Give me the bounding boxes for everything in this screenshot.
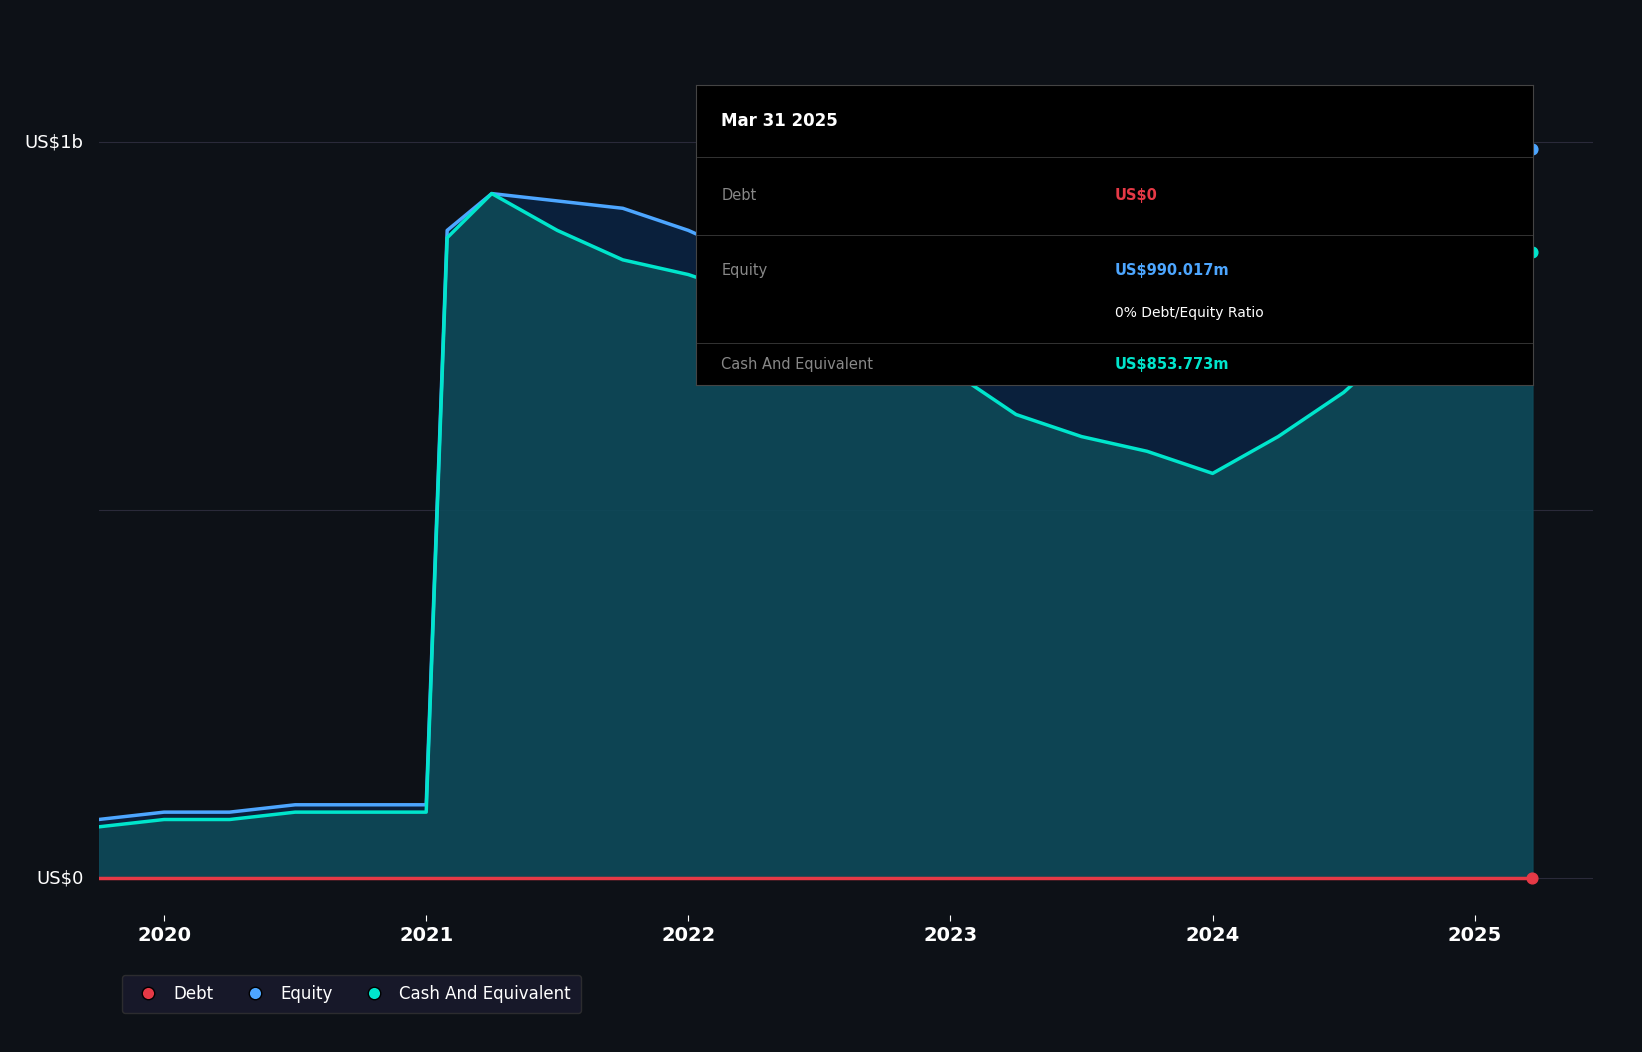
Text: Debt: Debt bbox=[721, 188, 757, 203]
Text: US$0: US$0 bbox=[36, 869, 84, 888]
Text: Equity: Equity bbox=[721, 263, 767, 279]
Point bbox=[1519, 870, 1545, 887]
Point bbox=[1519, 244, 1545, 261]
Point bbox=[1519, 141, 1545, 158]
Text: US$990.017m: US$990.017m bbox=[1115, 263, 1230, 279]
Legend: Debt, Equity, Cash And Equivalent: Debt, Equity, Cash And Equivalent bbox=[122, 975, 581, 1013]
Text: US$0: US$0 bbox=[1115, 188, 1158, 203]
Text: Cash And Equivalent: Cash And Equivalent bbox=[721, 357, 874, 371]
Text: 0% Debt/Equity Ratio: 0% Debt/Equity Ratio bbox=[1115, 306, 1263, 320]
Text: US$1b: US$1b bbox=[25, 133, 84, 151]
Text: US$853.773m: US$853.773m bbox=[1115, 357, 1230, 371]
Text: Mar 31 2025: Mar 31 2025 bbox=[721, 112, 837, 129]
